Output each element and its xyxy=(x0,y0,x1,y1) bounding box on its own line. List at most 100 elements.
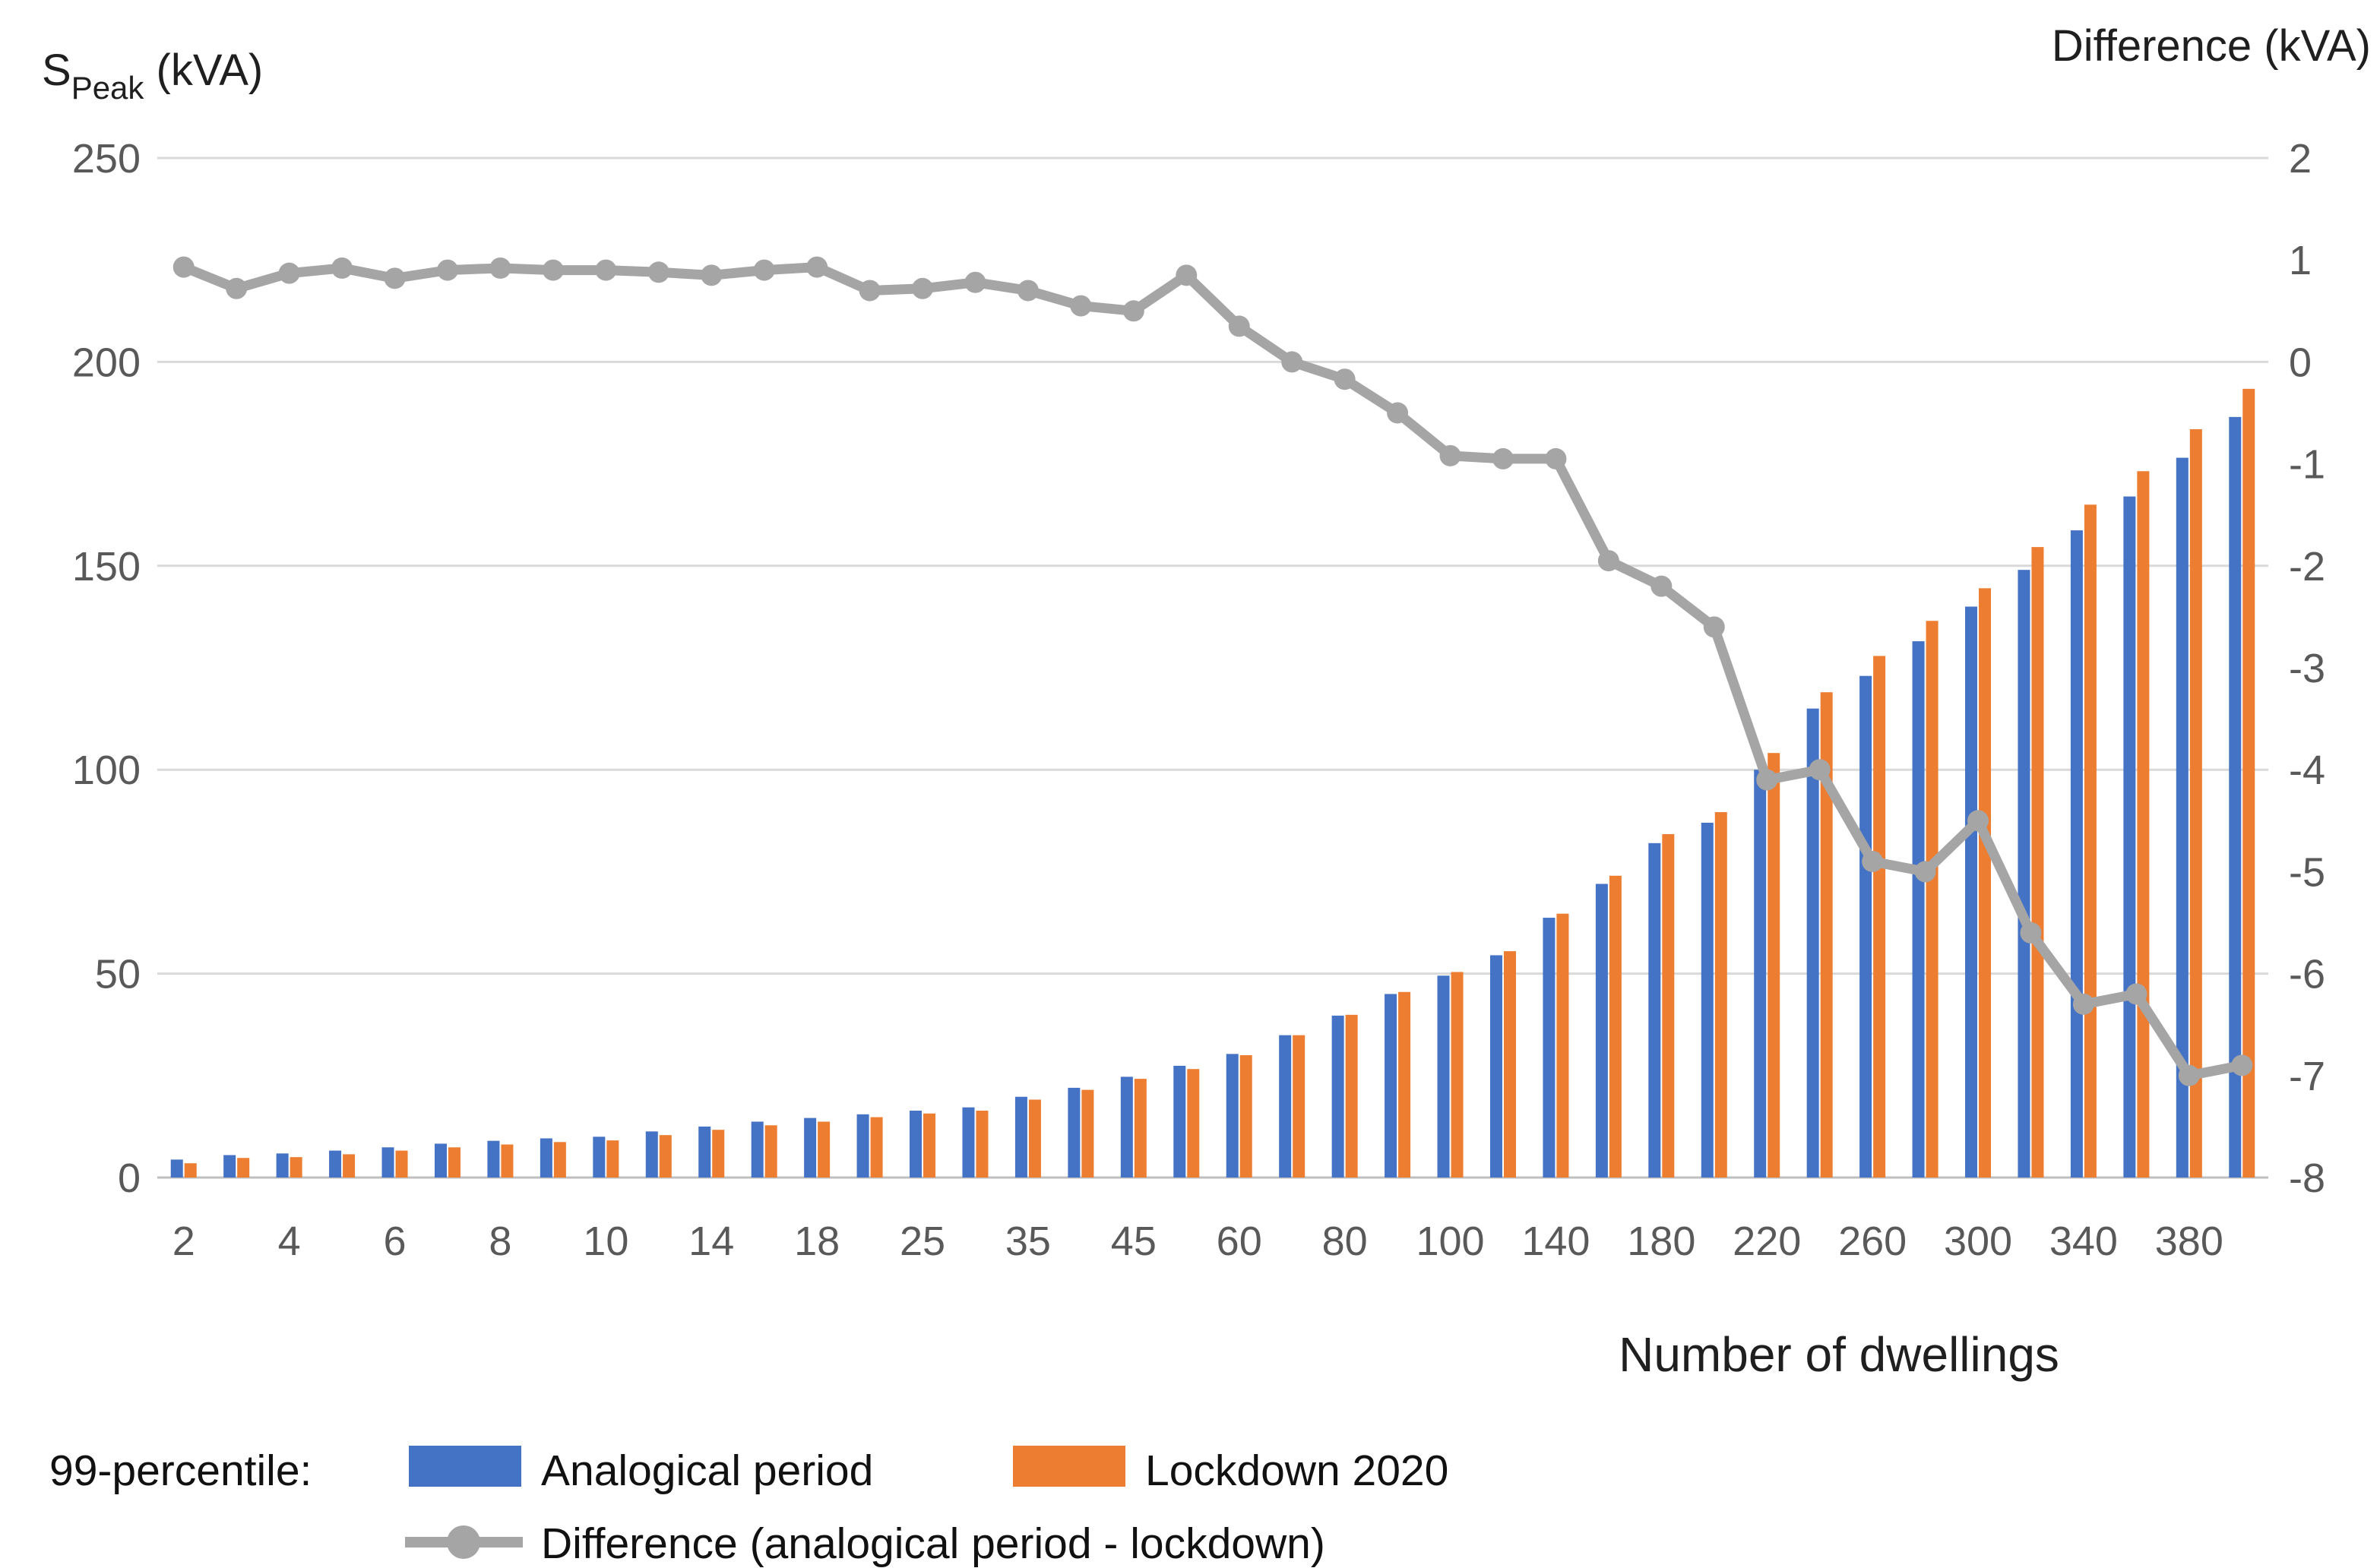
bar-lockdown-9 xyxy=(553,1142,566,1178)
bar-lockdown-300 xyxy=(1979,588,1992,1178)
bar-lockdown-7 xyxy=(448,1147,460,1178)
bar-analogical-120 xyxy=(1489,955,1502,1178)
bar-lockdown-30 xyxy=(976,1110,989,1178)
bar-lockdown-16 xyxy=(764,1125,777,1178)
difference-point-220 xyxy=(1756,769,1778,791)
bar-analogical-10 xyxy=(593,1136,606,1178)
difference-point-140 xyxy=(1545,447,1567,469)
legend: 99-percentile: Analogical period Lockdow… xyxy=(49,1446,1448,1568)
bar-lockdown-18 xyxy=(818,1121,831,1178)
x-tick-380: 380 xyxy=(2155,1219,2223,1264)
bar-lockdown-2 xyxy=(184,1163,197,1178)
difference-point-3 xyxy=(226,277,248,299)
bar-lockdown-5 xyxy=(343,1154,356,1178)
x-tick-140: 140 xyxy=(1521,1219,1590,1264)
bar-analogical-7 xyxy=(434,1143,447,1178)
difference-line xyxy=(179,262,2247,1081)
y-left-tick-0: 0 xyxy=(118,1155,141,1201)
difference-point-60 xyxy=(1228,315,1250,337)
difference-point-20 xyxy=(859,280,881,302)
difference-point-320 xyxy=(2020,922,2042,944)
y-right-tick--1: -1 xyxy=(2289,442,2325,488)
bar-analogical-400 xyxy=(2229,416,2242,1178)
bar-analogical-240 xyxy=(1806,708,1819,1178)
bar-analogical-16 xyxy=(751,1121,764,1178)
bar-lockdown-140 xyxy=(1556,913,1569,1178)
bar-analogical-90 xyxy=(1385,994,1397,1178)
difference-point-45 xyxy=(1122,300,1144,322)
difference-point-5 xyxy=(331,257,353,279)
difference-point-2 xyxy=(172,256,195,278)
x-tick-25: 25 xyxy=(900,1219,945,1264)
x-tick-80: 80 xyxy=(1322,1219,1368,1264)
y-left-tick-50: 50 xyxy=(95,952,141,997)
bar-analogical-260 xyxy=(1859,675,1872,1178)
legend-marker-difference-icon xyxy=(447,1525,480,1559)
legend-label-lockdown: Lockdown 2020 xyxy=(1145,1446,1448,1495)
bar-analogical-180 xyxy=(1648,842,1661,1178)
y-right-tick--7: -7 xyxy=(2289,1054,2325,1099)
bar-lockdown-25 xyxy=(923,1113,936,1178)
difference-point-80 xyxy=(1334,368,1356,390)
difference-point-30 xyxy=(964,271,986,293)
x-tick-100: 100 xyxy=(1416,1219,1484,1264)
difference-point-6 xyxy=(384,267,406,289)
bar-analogical-35 xyxy=(1014,1096,1027,1178)
difference-point-25 xyxy=(912,277,934,299)
bar-analogical-40 xyxy=(1068,1087,1081,1178)
x-tick-260: 260 xyxy=(1838,1219,1907,1264)
x-tick-6: 6 xyxy=(384,1219,407,1264)
bar-lockdown-60 xyxy=(1239,1054,1252,1178)
difference-point-8 xyxy=(489,257,511,279)
bar-lockdown-35 xyxy=(1028,1099,1041,1178)
bar-analogical-140 xyxy=(1543,918,1556,1178)
bar-lockdown-180 xyxy=(1662,834,1675,1178)
difference-point-16 xyxy=(753,259,775,281)
y-right-tick--5: -5 xyxy=(2289,849,2325,895)
bar-lockdown-80 xyxy=(1345,1014,1358,1178)
bar-analogical-300 xyxy=(1965,606,1978,1178)
bar-analogical-5 xyxy=(329,1150,342,1178)
gridlines xyxy=(157,156,2268,1179)
y-axis-right-tick-labels: 2 1 0 -1 -2 -3 -4 -5 -6 -7 -8 xyxy=(2289,136,2325,1201)
y-right-tick--8: -8 xyxy=(2289,1155,2325,1201)
bar-lockdown-220 xyxy=(1768,753,1780,1178)
y-right-tick-2: 2 xyxy=(2289,136,2312,182)
difference-point-260 xyxy=(1862,850,1884,872)
difference-point-7 xyxy=(436,259,458,281)
bar-analogical-20 xyxy=(856,1114,869,1178)
difference-point-400 xyxy=(2231,1054,2253,1076)
line-series-difference xyxy=(172,256,2253,1086)
y-right-tick-0: 0 xyxy=(2289,340,2312,385)
legend-prefix: 99-percentile: xyxy=(49,1446,312,1495)
bar-analogical-60 xyxy=(1226,1054,1239,1178)
bar-lockdown-45 xyxy=(1134,1079,1147,1178)
bar-lockdown-340 xyxy=(2084,504,2097,1178)
bar-lockdown-3 xyxy=(237,1158,250,1178)
bar-analogical-45 xyxy=(1120,1076,1133,1178)
difference-point-4 xyxy=(278,262,300,284)
bar-analogical-360 xyxy=(2123,496,2136,1178)
difference-point-280 xyxy=(1914,861,1936,883)
bar-lockdown-240 xyxy=(1820,692,1833,1178)
bar-lockdown-360 xyxy=(2137,471,2150,1178)
bar-analogical-100 xyxy=(1437,975,1450,1178)
y-axis-left-tick-labels: 250 200 150 100 50 0 xyxy=(72,136,141,1201)
bar-lockdown-380 xyxy=(2189,428,2202,1178)
bar-analogical-200 xyxy=(1701,822,1714,1178)
x-axis-tick-labels: 2 4 6 8 10 14 18 25 35 45 60 80 100 140 180 220 260 300 34… xyxy=(172,1219,2223,1264)
difference-point-40 xyxy=(1070,295,1092,317)
x-tick-340: 340 xyxy=(2049,1219,2118,1264)
bar-lockdown-320 xyxy=(2031,547,2044,1178)
difference-point-180 xyxy=(1650,575,1673,597)
bar-analogical-380 xyxy=(2176,457,2189,1178)
x-tick-180: 180 xyxy=(1627,1219,1695,1264)
x-tick-60: 60 xyxy=(1217,1219,1262,1264)
legend-label-analogical: Analogical period xyxy=(541,1446,873,1495)
legend-swatch-analogical xyxy=(409,1446,521,1487)
difference-point-360 xyxy=(2125,983,2147,1005)
bar-analogical-6 xyxy=(381,1147,394,1178)
bar-lockdown-90 xyxy=(1398,991,1411,1178)
